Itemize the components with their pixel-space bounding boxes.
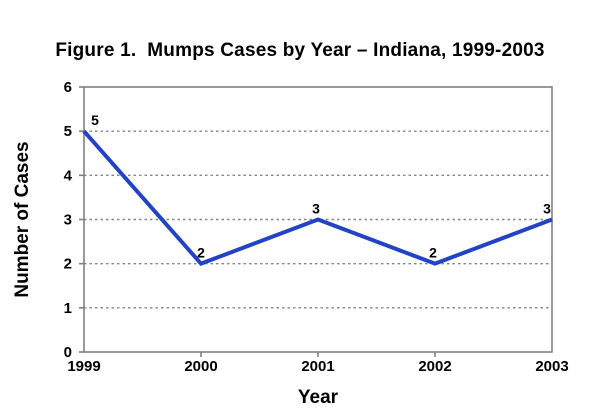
data-label: 2 — [429, 245, 437, 261]
data-label: 3 — [543, 201, 551, 217]
data-label: 5 — [91, 112, 99, 128]
y-tick-label: 0 — [64, 344, 72, 361]
x-tick-label: 1999 — [67, 358, 100, 375]
x-tick-label: 2003 — [535, 358, 568, 375]
x-axis-title: Year — [298, 387, 339, 408]
y-tick-label: 1 — [64, 300, 72, 317]
y-tick-label: 4 — [64, 167, 73, 184]
x-tick-label: 2002 — [418, 358, 451, 375]
x-tick-label: 2001 — [301, 358, 334, 375]
x-tick-label: 2000 — [184, 358, 217, 375]
data-label: 2 — [197, 245, 205, 261]
y-tick-label: 3 — [64, 212, 72, 229]
y-tick-label: 6 — [64, 79, 72, 96]
data-label: 3 — [312, 201, 320, 217]
y-tick-label: 2 — [64, 256, 72, 273]
series-line — [82, 129, 553, 267]
chart-title: Figure 1. Mumps Cases by Year – Indiana,… — [55, 40, 545, 61]
y-tick-label: 5 — [64, 123, 72, 140]
y-axis-title: Number of Cases — [12, 141, 33, 297]
